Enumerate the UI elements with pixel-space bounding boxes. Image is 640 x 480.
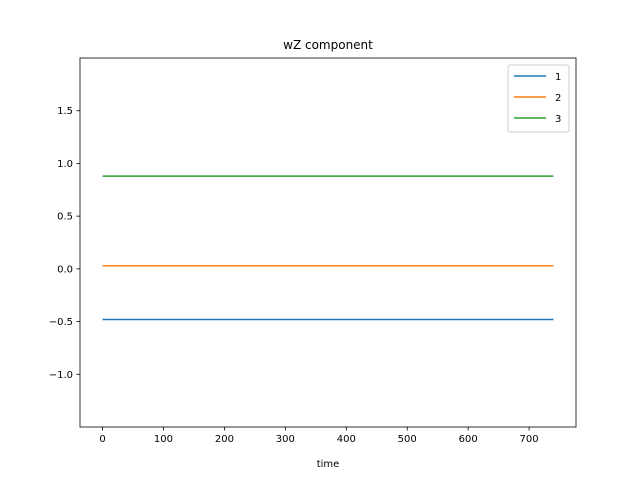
y-tick-label: −0.5 (49, 317, 73, 328)
y-tick-label: 1.5 (57, 106, 73, 117)
y-tick-label: 0.0 (57, 264, 73, 275)
x-tick-label: 700 (520, 434, 539, 445)
x-tick-label: 100 (154, 434, 173, 445)
x-tick-label: 500 (398, 434, 417, 445)
x-axis-label: time (317, 459, 340, 470)
plot-frame (79, 57, 577, 428)
x-tick-label: 600 (459, 434, 478, 445)
y-tick-label: 0.5 (57, 212, 73, 223)
x-tick-label: 0 (99, 434, 105, 445)
legend-label-3: 3 (555, 114, 561, 125)
x-tick-label: 300 (276, 434, 295, 445)
x-tick-label: 400 (337, 434, 356, 445)
y-tick-label: −1.0 (49, 370, 73, 381)
legend-box (507, 64, 570, 133)
chart-title: wZ component (283, 38, 373, 52)
legend-label-2: 2 (555, 93, 561, 104)
series-layer (102, 175, 554, 321)
y-axis: −1.0 −0.5 0.0 0.5 1.0 1.5 (49, 106, 80, 381)
x-axis: 0 100 200 300 400 500 600 700 (99, 427, 539, 445)
x-tick-label: 200 (215, 434, 234, 445)
legend: 1 2 3 (507, 64, 570, 133)
y-tick-label: 1.0 (57, 159, 73, 170)
legend-label-1: 1 (555, 72, 561, 83)
